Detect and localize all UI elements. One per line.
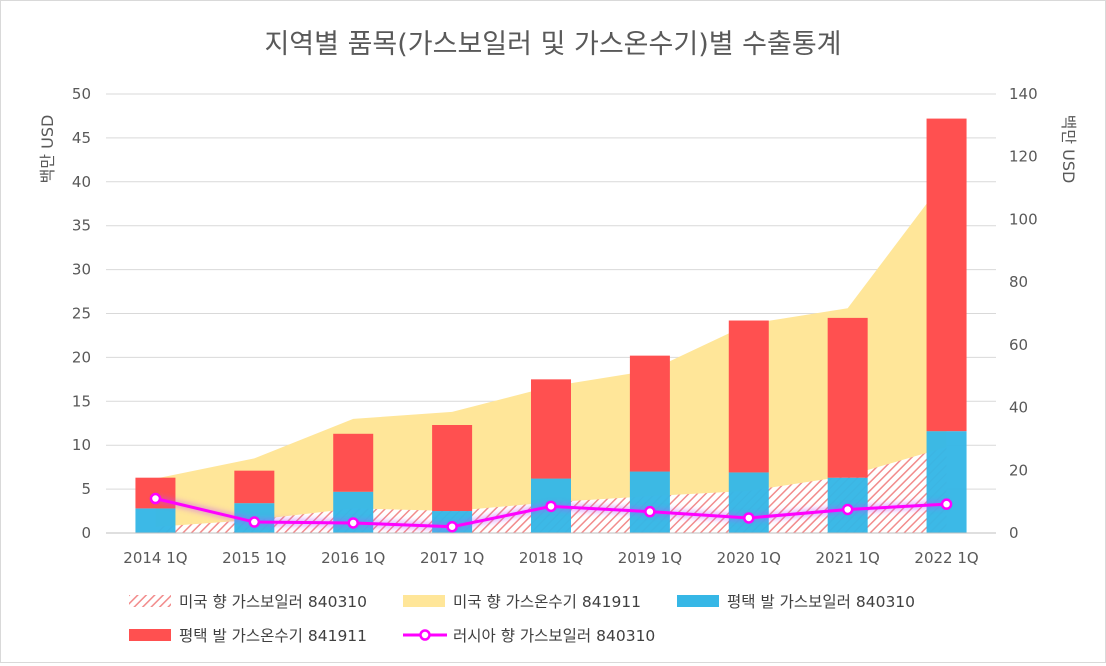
legend-label: 평택 발 가스온수기 841911 bbox=[179, 627, 367, 645]
y-right-tick-label: 100 bbox=[1009, 210, 1038, 228]
x-tick-label: 2022 1Q bbox=[914, 549, 978, 567]
y-left-tick-label: 30 bbox=[72, 261, 91, 279]
bar-pyeongtaek-gas-water-heater bbox=[827, 317, 868, 478]
chart-title: 지역별 품목(가스보일러 및 가스온수기)별 수출통계 bbox=[264, 29, 841, 60]
y-left-axis-label: 백만 USD bbox=[38, 115, 57, 184]
line-point bbox=[545, 500, 557, 513]
bar-pyeongtaek-gas-water-heater bbox=[531, 379, 571, 479]
legend-swatch bbox=[403, 595, 445, 607]
x-tick-label: 2018 1Q bbox=[519, 549, 583, 567]
line-point bbox=[841, 503, 854, 516]
legend-swatch bbox=[129, 629, 171, 641]
bar-pyeongtaek-gas-water-heater bbox=[432, 425, 473, 512]
bar-pyeongtaek-gas-boiler bbox=[926, 431, 967, 533]
line-point bbox=[446, 520, 458, 533]
x-tick-label: 2021 1Q bbox=[816, 549, 880, 567]
line-point bbox=[743, 512, 755, 524]
x-tick-label: 2017 1Q bbox=[420, 549, 484, 567]
x-tick-label: 2015 1Q bbox=[222, 549, 286, 567]
y-right-tick-label: 0 bbox=[1009, 524, 1019, 542]
legend-label: 평택 발 가스보일러 840310 bbox=[727, 593, 915, 611]
x-tick-label: 2014 1Q bbox=[123, 549, 187, 567]
bar-pyeongtaek-gas-boiler bbox=[728, 472, 769, 533]
y-left-tick-label: 35 bbox=[72, 217, 91, 235]
x-tick-label: 2020 1Q bbox=[717, 549, 781, 567]
y-left-tick-label: 45 bbox=[72, 129, 91, 147]
y-right-tick-label: 20 bbox=[1009, 461, 1028, 479]
legend: 미국 향 가스보일러 840310 미국 향 가스온수기 841911 평택 발 가… bbox=[129, 593, 915, 645]
line-series bbox=[149, 492, 953, 533]
legend-label: 미국 향 가스보일러 840310 bbox=[179, 593, 367, 611]
y-right-tick-label: 40 bbox=[1009, 399, 1028, 417]
y-right-tick-label: 140 bbox=[1009, 85, 1038, 103]
line-point bbox=[940, 498, 953, 510]
y-right-tick-label: 80 bbox=[1009, 273, 1028, 291]
y-right-tick-label: 60 bbox=[1009, 336, 1028, 354]
bar-pyeongtaek-gas-water-heater bbox=[333, 433, 374, 492]
y-left-tick-label: 25 bbox=[72, 305, 91, 323]
line-point bbox=[248, 516, 261, 528]
line-point bbox=[149, 492, 162, 505]
y-left-tick-label: 10 bbox=[72, 436, 91, 454]
x-tick-label: 2016 1Q bbox=[321, 549, 385, 567]
x-tick-label: 2019 1Q bbox=[618, 549, 682, 567]
line-point bbox=[644, 505, 656, 518]
bar-pyeongtaek-gas-boiler bbox=[135, 508, 176, 533]
y-left-tick-label: 40 bbox=[72, 173, 91, 191]
y-left-tick-label: 50 bbox=[72, 85, 91, 103]
bar-pyeongtaek-gas-water-heater bbox=[629, 355, 670, 472]
legend-label: 미국 향 가스온수기 841911 bbox=[453, 593, 641, 611]
y-left-tick-label: 20 bbox=[72, 348, 91, 366]
legend-swatch bbox=[419, 629, 431, 641]
line-point bbox=[347, 517, 359, 529]
legend-label: 러시아 향 가스보일러 840310 bbox=[453, 627, 655, 645]
bar-pyeongtaek-gas-water-heater bbox=[728, 320, 769, 473]
bar-pyeongtaek-gas-boiler bbox=[629, 471, 670, 533]
bar-series bbox=[135, 118, 967, 533]
y-left-tick-label: 15 bbox=[72, 392, 91, 410]
y-left-tick-label: 0 bbox=[81, 524, 91, 542]
legend-swatch bbox=[677, 595, 719, 607]
y-right-tick-label: 120 bbox=[1009, 148, 1038, 166]
y-left-tick-label: 5 bbox=[81, 480, 91, 498]
y-right-axis-label: 백만 USD bbox=[1059, 115, 1078, 184]
bar-pyeongtaek-gas-water-heater bbox=[926, 118, 967, 432]
legend-swatch bbox=[129, 595, 171, 607]
bar-pyeongtaek-gas-water-heater bbox=[234, 470, 275, 504]
axes: 0 5 10 15 20 25 30 35 40 45 50 0 20 40 60 80 100 120 140 20… bbox=[72, 85, 1038, 567]
